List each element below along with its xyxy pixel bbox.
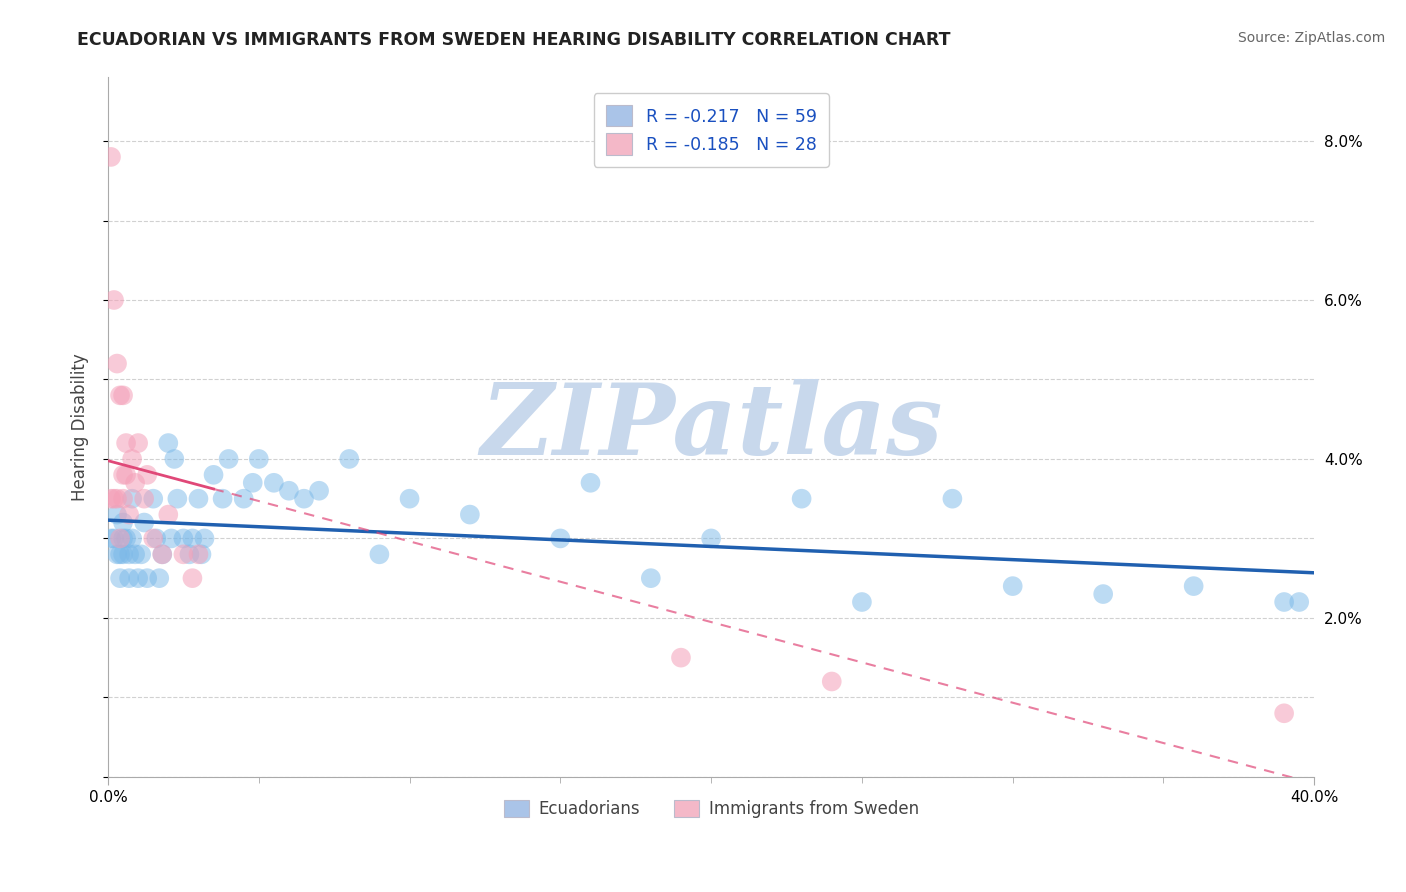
Point (1092, 587, 1115, 601)
Point (211, 491, 233, 506)
Point (1272, 595, 1295, 609)
Point (700, 532, 723, 546)
Point (166, 491, 188, 506)
Point (458, 508, 481, 522)
Point (105, 547, 128, 561)
Point (115, 436, 138, 450)
Point (100, 532, 122, 546)
Y-axis label: Hearing Disability: Hearing Disability (72, 353, 89, 501)
Point (127, 436, 149, 450)
Point (136, 467, 159, 482)
Point (100, 150, 122, 164)
Point (181, 532, 204, 546)
Point (187, 547, 209, 561)
Point (105, 357, 128, 371)
Point (172, 547, 194, 561)
Text: Source: ZipAtlas.com: Source: ZipAtlas.com (1237, 31, 1385, 45)
Point (112, 388, 135, 402)
Point (337, 452, 360, 467)
Point (121, 532, 143, 546)
Point (193, 532, 215, 546)
Point (292, 491, 315, 506)
Point (941, 491, 963, 506)
Point (145, 532, 167, 546)
Point (1288, 595, 1310, 609)
Point (115, 467, 138, 482)
Point (142, 532, 165, 546)
Point (218, 452, 240, 467)
Text: ZIPatlas: ZIPatlas (479, 379, 942, 475)
Point (190, 547, 212, 561)
Point (150, 547, 173, 561)
Point (112, 467, 135, 482)
Point (118, 571, 141, 585)
Point (134, 516, 156, 530)
Point (124, 547, 146, 561)
Point (790, 491, 813, 506)
Point (160, 532, 183, 546)
Point (172, 532, 194, 546)
Point (100, 491, 122, 506)
Point (179, 547, 201, 561)
Point (181, 571, 204, 585)
Point (187, 491, 209, 506)
Point (112, 547, 135, 561)
Point (105, 491, 128, 506)
Point (112, 491, 135, 506)
Point (163, 452, 186, 467)
Point (247, 452, 270, 467)
Point (308, 483, 330, 498)
Point (157, 508, 180, 522)
Point (121, 452, 143, 467)
Point (124, 475, 146, 490)
Text: ECUADORIAN VS IMMIGRANTS FROM SWEDEN HEARING DISABILITY CORRELATION CHART: ECUADORIAN VS IMMIGRANTS FROM SWEDEN HEA… (77, 31, 950, 49)
Point (112, 532, 135, 546)
Point (263, 475, 285, 490)
Point (157, 436, 180, 450)
Point (118, 547, 141, 561)
Point (368, 547, 391, 561)
Point (821, 674, 844, 689)
Point (115, 532, 138, 546)
Point (550, 532, 572, 546)
Legend: Ecuadorians, Immigrants from Sweden: Ecuadorians, Immigrants from Sweden (496, 793, 925, 824)
Point (105, 508, 128, 522)
Point (142, 491, 165, 506)
Point (134, 491, 156, 506)
Point (579, 475, 602, 490)
Point (398, 491, 420, 506)
Point (136, 571, 159, 585)
Point (103, 532, 125, 546)
Point (118, 508, 141, 522)
Point (202, 467, 225, 482)
Point (1182, 579, 1205, 593)
Point (112, 516, 135, 530)
Point (232, 491, 254, 506)
Point (242, 475, 264, 490)
Point (1272, 706, 1295, 721)
Point (851, 595, 873, 609)
Point (640, 571, 662, 585)
Point (108, 388, 131, 402)
Point (127, 571, 149, 585)
Point (1001, 579, 1024, 593)
Point (148, 571, 170, 585)
Point (103, 293, 125, 307)
Point (121, 491, 143, 506)
Point (108, 571, 131, 585)
Point (108, 547, 131, 561)
Point (129, 547, 152, 561)
Point (150, 547, 173, 561)
Point (108, 532, 131, 546)
Point (669, 650, 692, 665)
Point (103, 491, 125, 506)
Point (278, 483, 301, 498)
